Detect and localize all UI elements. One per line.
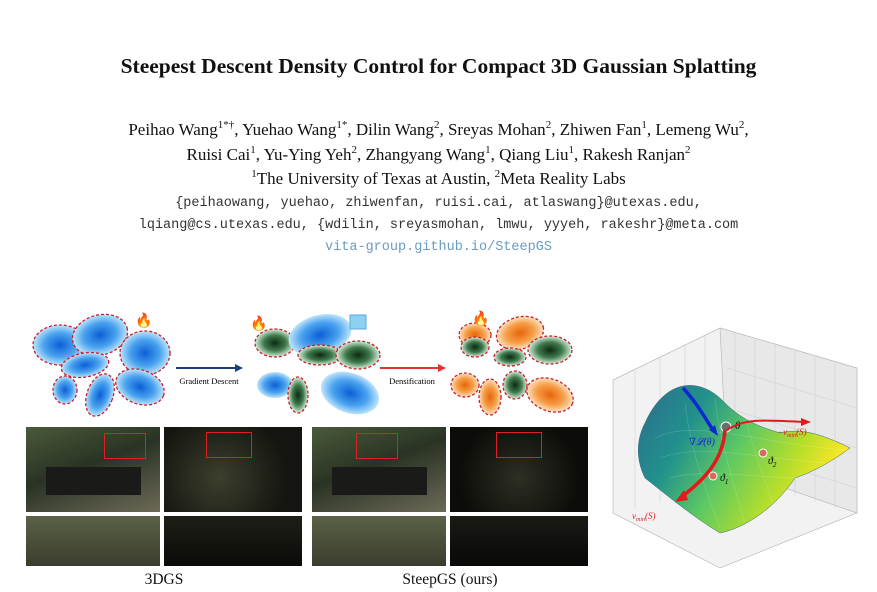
vmin-label: vmin(S): [632, 511, 656, 523]
paper-title: Steepest Descent Density Control for Com…: [120, 54, 757, 78]
project-link[interactable]: vita-group.github.io/SteepGS: [325, 240, 552, 255]
emails-line-1: {peihaowang, yuehao, zhiwenfan, ruisi.ca…: [175, 196, 702, 211]
densification-label: Densification: [389, 376, 436, 386]
theta2-point: [758, 448, 768, 458]
photo-bench-steepgs: [312, 427, 446, 512]
photo-bench-steepgs-points: [450, 427, 588, 512]
author[interactable]: Dilin Wang2,: [355, 119, 444, 139]
photo-bike-3dgs: [26, 516, 160, 566]
author[interactable]: Lemeng Wu2,: [655, 119, 749, 139]
emails-line-2: lqiang@cs.utexas.edu, {wdilin, sreyasmoh…: [138, 218, 739, 233]
surface-mesh: [638, 385, 851, 534]
author[interactable]: Zhiwen Fan1,: [559, 119, 652, 139]
author[interactable]: Sreyas Mohan2,: [447, 119, 556, 139]
author[interactable]: Yu-Ying Yeh2,: [263, 144, 362, 164]
author[interactable]: Peihao Wang1*†,: [128, 119, 239, 139]
ice-icon: [349, 314, 367, 330]
vmin-arrow-right: [726, 419, 806, 431]
photo-bench-3dgs: [26, 427, 160, 512]
gaussians-after-descent: [254, 313, 381, 415]
gradient-descent-label: Gradient Descent: [179, 376, 239, 386]
fire-icon: 🔥: [472, 310, 489, 327]
authors-line-1: Peihao Wang1*†, Yuehao Wang1*, Dilin Wan…: [40, 118, 837, 141]
gaussian-diagram: 🔥 Gradient Descent 🔥 Densification 🔥: [32, 310, 574, 417]
photo-bike-3dgs-points: [164, 516, 302, 566]
authors-line-2: Ruisi Cai1, Yu-Ying Yeh2, Zhangyang Wang…: [40, 143, 837, 166]
photo-bench-3dgs-points: [164, 427, 302, 512]
caption-3dgs: 3DGS: [144, 571, 184, 588]
photo-bike-steepgs: [312, 516, 446, 566]
author[interactable]: Yuehao Wang1*,: [242, 119, 352, 139]
theta1-label: ϑ1: [720, 473, 728, 486]
gradient-arrow: [681, 386, 715, 431]
neg-vmin-label: −vmin(S): [777, 427, 807, 439]
photo-bike-steepgs-points: [450, 516, 588, 566]
author[interactable]: Zhangyang Wang1,: [365, 144, 495, 164]
author[interactable]: Qiang Liu1,: [499, 144, 579, 164]
theta1-point: [708, 471, 718, 481]
theta-label: θ: [735, 420, 741, 432]
gaussians-densified: [450, 315, 574, 416]
vmin-arrow-left: [678, 429, 727, 500]
caption-steepgs: SteepGS (ours): [402, 571, 498, 588]
author[interactable]: Rakesh Ranjan2: [582, 144, 691, 164]
theta2-label: ϑ2: [768, 456, 777, 469]
gradient-label: ∇𝓛(θ): [689, 437, 715, 448]
author[interactable]: Ruisi Cai1,: [186, 144, 260, 164]
saddle-surface-plot: ∇𝓛(θ) θ ϑ1 ϑ2 −vmin(S) vmin(S): [612, 327, 858, 569]
gaussians-initial: [32, 313, 171, 417]
fire-icon: 🔥: [250, 315, 267, 332]
affiliations: 1The University of Texas at Austin, 2Met…: [251, 168, 626, 188]
fire-icon: 🔥: [135, 312, 152, 329]
